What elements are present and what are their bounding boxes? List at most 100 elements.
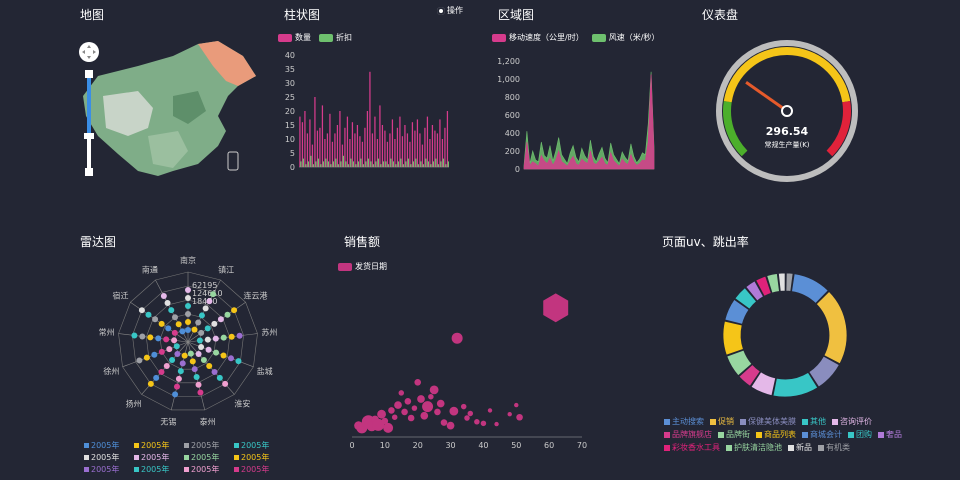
radar-point [191, 366, 198, 373]
legend-item[interactable]: 2005年 [84, 464, 124, 475]
pie-slice [785, 272, 794, 292]
bar [300, 161, 302, 167]
gauge-title: 仪表盘 [702, 8, 739, 22]
legend-item[interactable]: 新品 [788, 442, 812, 453]
legend-swatch [818, 444, 824, 451]
legend-item[interactable]: 2005年 [184, 464, 224, 475]
bar [315, 161, 317, 167]
radar-point [185, 295, 191, 301]
radar-point [158, 320, 165, 327]
legend-item[interactable]: 发货日期 [338, 261, 387, 272]
scatter-point [377, 409, 386, 419]
legend-item[interactable]: 护肤清洁隐池 [726, 442, 782, 453]
gauge-band-green [723, 100, 748, 157]
legend-item[interactable]: 促销 [710, 416, 734, 427]
radar-point [147, 334, 154, 341]
x-tick-label: 50 [511, 441, 521, 450]
bar [416, 119, 419, 167]
legend-item[interactable]: 2005年 [234, 464, 274, 475]
legend-item[interactable]: 2005年 [84, 440, 124, 451]
legend-item[interactable]: 商品列表 [756, 429, 796, 440]
legend-item[interactable]: 折扣 [319, 32, 352, 43]
scatter-chart-title: 销售额 [344, 235, 381, 249]
y-tick-label: 5 [290, 149, 295, 158]
action-button[interactable]: 操作 [437, 5, 463, 16]
legend-item[interactable]: 2005年 [134, 452, 174, 463]
bar [437, 164, 439, 167]
legend-label: 保健美体美膜 [748, 417, 796, 426]
y-tick-label: 1,000 [497, 75, 520, 84]
bar [329, 113, 331, 167]
radar-point [196, 337, 203, 344]
legend-item[interactable]: 奢品 [878, 429, 902, 440]
radar-point [172, 391, 179, 398]
pie-slice [734, 287, 758, 310]
legend-item[interactable]: 2005年 [234, 452, 274, 463]
radar-point [197, 389, 204, 396]
scatter-point [404, 397, 412, 405]
legend-item[interactable]: 团购 [848, 429, 872, 440]
radar-point [147, 380, 154, 387]
legend-swatch [756, 431, 762, 438]
legend-label: 数量 [295, 33, 311, 42]
bar [369, 71, 371, 167]
china-map[interactable] [78, 36, 258, 186]
legend-item[interactable]: 彩妆香水工具 [664, 442, 720, 453]
pie-slice [750, 371, 777, 397]
legend-item[interactable]: 2005年 [184, 452, 224, 463]
legend-item[interactable]: 品牌旗舰店 [664, 429, 712, 440]
legend-swatch [878, 431, 884, 438]
y-tick-label: 0 [515, 165, 520, 174]
legend-item[interactable]: 2005年 [84, 452, 124, 463]
bar [379, 105, 381, 167]
y-tick-label: 0 [290, 163, 295, 172]
bar [309, 119, 311, 167]
legend-item[interactable]: 商城会计 [802, 429, 842, 440]
legend-item[interactable]: 有机类 [818, 442, 850, 453]
radar-grid-ring [132, 285, 244, 397]
legend-item[interactable]: 数量 [278, 32, 311, 43]
pie-slice [791, 273, 829, 305]
radar-point [231, 307, 238, 314]
y-tick-label: 15 [285, 121, 295, 130]
pie-slice [724, 298, 750, 325]
bar [314, 97, 316, 167]
radar-ring-label: 124610 [192, 289, 223, 298]
radar-point [193, 373, 200, 380]
bar [430, 164, 432, 167]
radar-point [168, 307, 175, 314]
legend-item[interactable]: 主动搜索 [664, 416, 704, 427]
bar [385, 161, 387, 167]
bar [390, 158, 392, 167]
legend-item[interactable]: 其他 [802, 416, 826, 427]
scatter-point [514, 402, 519, 408]
legend-item[interactable]: 2005年 [134, 440, 174, 451]
radar-point [164, 300, 171, 307]
legend-item[interactable]: 咨询评价 [832, 416, 872, 427]
radar-point [138, 307, 145, 314]
radar-indicator-label: 常州 [99, 328, 115, 337]
radar-point [205, 346, 212, 353]
legend-item[interactable]: 2005年 [184, 440, 224, 451]
map-zoom-control[interactable] [78, 40, 102, 180]
legend-item[interactable]: 风速（米/秒） [591, 32, 659, 43]
radar-point [173, 343, 180, 350]
bar [397, 161, 399, 167]
legend-swatch [492, 33, 506, 42]
legend-item[interactable]: 保健美体美膜 [740, 416, 796, 427]
area-series [523, 71, 655, 170]
legend-item[interactable]: 2005年 [234, 440, 274, 451]
gauge-rim [716, 40, 858, 182]
bar [312, 164, 314, 167]
pie-slice [755, 275, 772, 297]
bar [376, 139, 379, 167]
legend-item[interactable]: 移动速度（公里/时） [492, 32, 584, 43]
bar [447, 161, 449, 167]
legend-item[interactable]: 品牌街 [718, 429, 750, 440]
radar-chart-title: 雷达图 [80, 235, 117, 249]
bar [434, 130, 436, 167]
scatter-point [446, 421, 455, 430]
bar [421, 144, 424, 167]
bar [340, 161, 342, 167]
legend-item[interactable]: 2005年 [134, 464, 174, 475]
